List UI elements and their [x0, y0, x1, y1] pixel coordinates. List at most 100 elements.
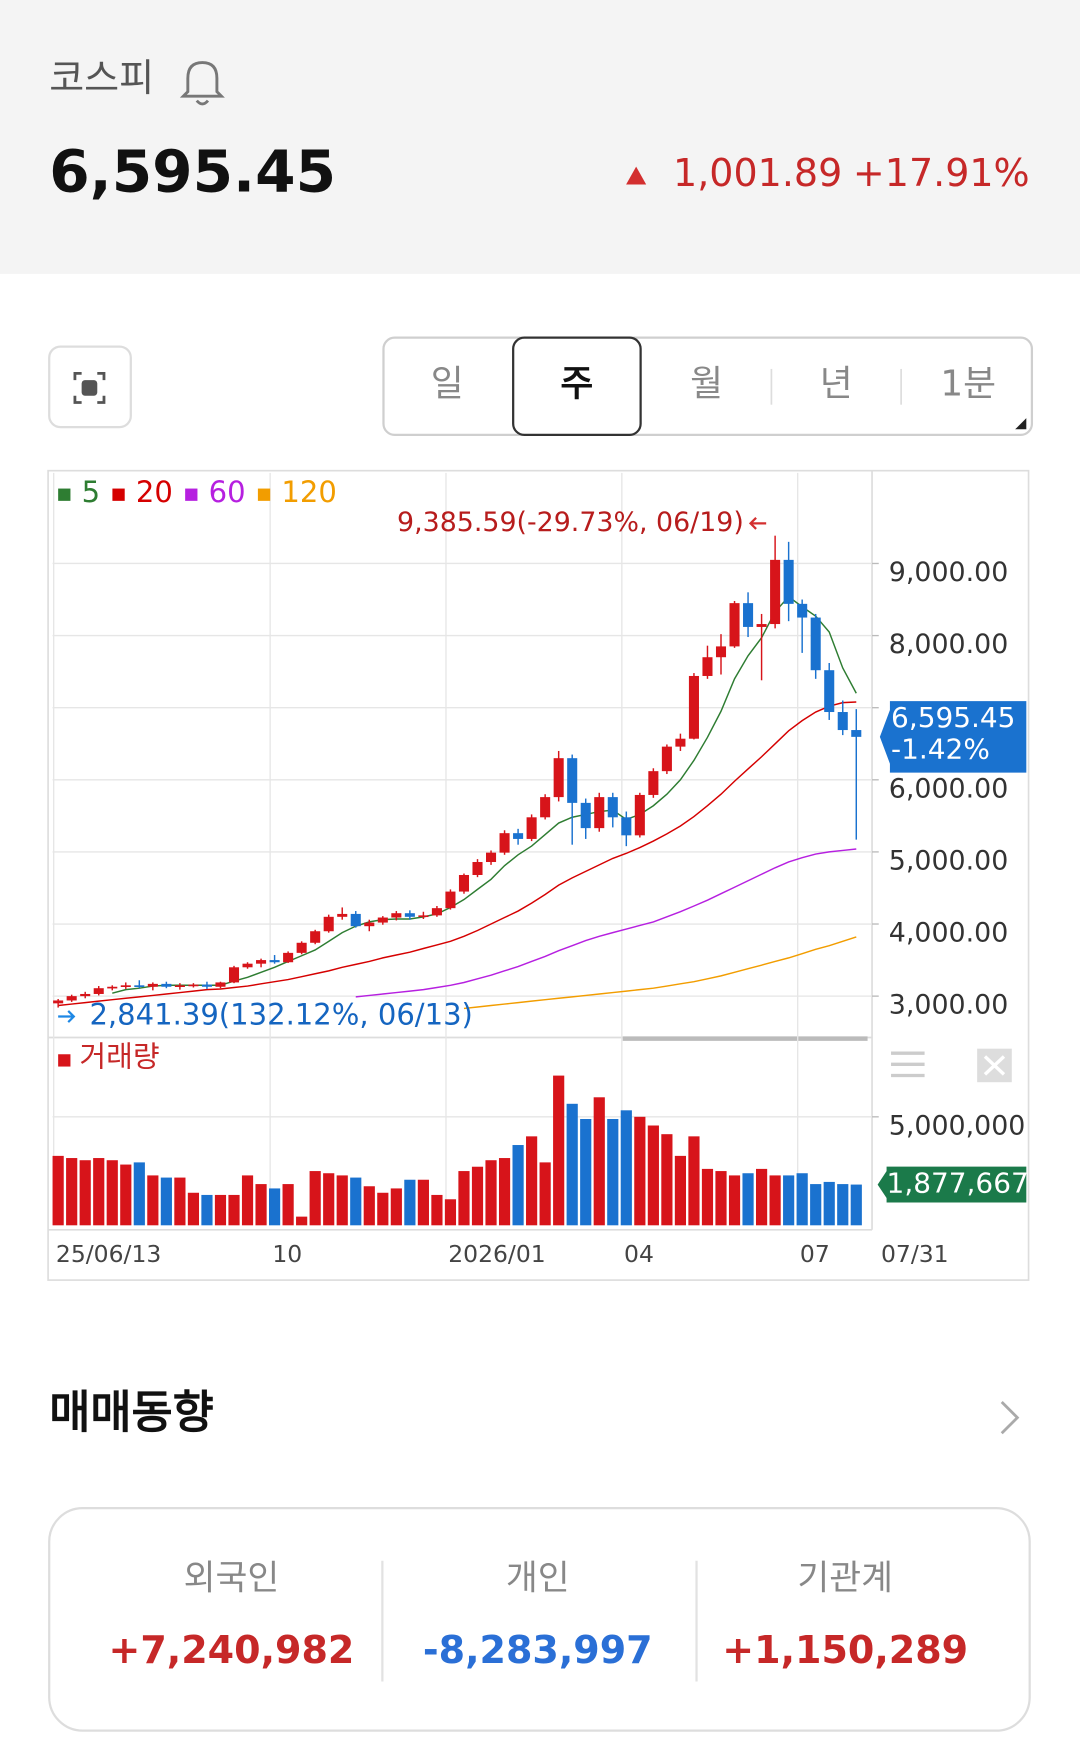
bell-icon[interactable] — [179, 61, 225, 106]
volume-bar — [458, 1171, 470, 1226]
x-tick-label: 07 — [800, 1240, 830, 1268]
volume-bar — [661, 1134, 673, 1226]
chevron[interactable] — [1000, 1400, 1020, 1435]
volume-bar — [187, 1192, 200, 1226]
investor-label: 외국인 — [184, 1559, 280, 1599]
volume-label: 1,877,667 — [887, 1167, 1029, 1200]
tab[interactable]: 1분 — [940, 364, 996, 405]
volume-bar — [201, 1194, 213, 1226]
volume-bar — [485, 1160, 497, 1226]
candle-body — [161, 983, 172, 987]
low-annotation: 2,841.39(132.12%, 06/13) — [89, 998, 472, 1032]
volume-bar — [147, 1175, 159, 1226]
volume-bar — [498, 1158, 511, 1226]
y-tick-label: 4,000.00 — [889, 918, 1008, 949]
candle-body — [445, 891, 456, 909]
volume-bar — [431, 1194, 443, 1226]
volume-bar — [674, 1155, 687, 1226]
candle-body — [364, 922, 375, 927]
volume-bar — [160, 1177, 172, 1226]
legend-label: 5 — [82, 475, 100, 509]
volume-title: 거래량 — [79, 1040, 159, 1074]
volume-bar — [269, 1188, 281, 1226]
capture-button[interactable] — [48, 345, 132, 429]
candle-body — [269, 960, 280, 963]
volume-bar — [377, 1192, 389, 1226]
x-tick-label: 25/06/13 — [56, 1240, 161, 1268]
volume-bar — [580, 1118, 592, 1226]
index-name: 코스피 — [49, 56, 154, 100]
candle-body — [242, 963, 253, 968]
candle-body — [675, 738, 686, 747]
index-price: 6,595.45 — [49, 138, 336, 206]
volume-bar — [647, 1125, 659, 1226]
candle-body — [350, 913, 361, 927]
candle-body — [837, 712, 848, 731]
tab[interactable]: 월 — [690, 364, 723, 405]
candle-body — [715, 646, 727, 658]
volume-bar — [79, 1160, 91, 1226]
volume-settings-icon[interactable] — [891, 1051, 925, 1078]
tab[interactable]: 주 — [560, 364, 593, 405]
volume-close-icon[interactable] — [977, 1048, 1012, 1083]
volume-bar — [363, 1186, 375, 1226]
candle-body — [797, 603, 808, 618]
candle-body — [729, 603, 740, 647]
candle-body — [147, 983, 158, 987]
volume-bar — [174, 1177, 186, 1226]
index-change-pct: +17.91% — [853, 151, 1030, 195]
up-triangle — [626, 166, 647, 185]
volume-bar — [539, 1162, 551, 1226]
volume-bar — [214, 1194, 227, 1226]
candle-body — [323, 916, 334, 932]
ma-line — [58, 701, 857, 1007]
candle-body — [486, 852, 497, 863]
candle-body — [93, 988, 104, 994]
volume-bar — [512, 1145, 524, 1226]
volume-bar — [796, 1173, 808, 1226]
candle-body — [107, 986, 118, 989]
volume-bar — [296, 1216, 308, 1226]
candle-body — [215, 982, 226, 987]
volume-bar — [133, 1162, 145, 1226]
legend-swatch — [58, 1054, 71, 1067]
candle-body — [431, 908, 442, 916]
candle-body — [499, 833, 510, 853]
candle-body — [418, 915, 429, 918]
tab-selected[interactable] — [512, 336, 642, 437]
volume-bar — [607, 1118, 619, 1226]
tab[interactable]: 년 — [820, 364, 853, 405]
candle-body — [567, 758, 578, 803]
candle-body — [810, 617, 821, 671]
volume-bar — [255, 1184, 267, 1226]
high-annotation: 9,385.59(-29.73%, 06/19) — [397, 507, 744, 538]
volume-bar — [688, 1136, 700, 1226]
candle-body — [661, 746, 672, 772]
legend-label: 60 — [209, 475, 246, 509]
last-price: 6,595.45 — [891, 701, 1015, 734]
candle-body — [391, 913, 402, 918]
volume-bar — [282, 1184, 294, 1226]
volume-bar — [620, 1110, 632, 1226]
x-tick-label: 10 — [272, 1240, 302, 1268]
x-tick-label: 07/31 — [881, 1240, 949, 1268]
candle-body — [702, 657, 713, 676]
candle-body — [174, 985, 185, 987]
candle-body — [66, 996, 77, 1001]
y-tick-label: 9,000.00 — [889, 557, 1008, 588]
candle-body — [80, 993, 91, 997]
ma-line — [463, 936, 857, 1010]
ma-line — [355, 848, 857, 998]
volume-bar — [228, 1194, 240, 1226]
volume-bar — [66, 1158, 78, 1226]
candle-body — [783, 559, 794, 604]
candle-body — [756, 624, 767, 627]
legend-swatch — [257, 488, 271, 501]
volume-bar — [336, 1175, 348, 1226]
volume-bar — [404, 1179, 416, 1226]
volume-bar — [634, 1116, 646, 1226]
investor-value: -8,283,997 — [423, 1628, 653, 1672]
tab[interactable]: 일 — [431, 364, 464, 405]
candle-body — [377, 917, 388, 923]
